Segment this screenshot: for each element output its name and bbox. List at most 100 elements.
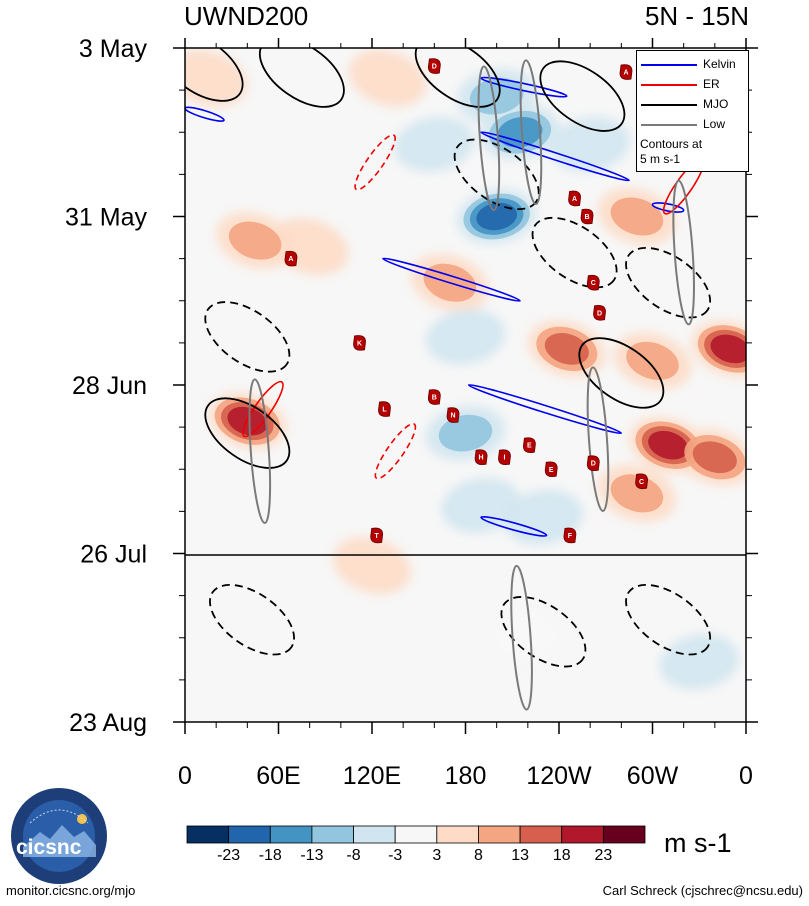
legend-label: Kelvin [703,57,736,71]
colorbar-swatch [561,825,604,844]
low-contour [586,366,610,512]
storm-letter: K [357,340,362,347]
storm-icon [593,305,606,321]
negative-anomaly [503,489,584,545]
storm-marker: N [446,407,460,423]
positive-anomaly [648,430,689,460]
storm-letter: A [623,70,628,77]
storm-marker: A [568,190,581,207]
storm-icon [427,389,441,405]
storm-icon [586,455,600,472]
footer-website: monitor.cicsnc.org/mjo [6,883,136,898]
y-tick-label: 28 Jun [72,372,147,400]
kelvin-contour [480,76,568,98]
storm-marker: H [474,449,488,465]
storm-marker: I [498,449,511,465]
legend-label: ER [703,77,720,91]
storm-letter: T [375,533,380,540]
mjo-contour [204,301,291,373]
negative-anomaly [659,634,739,690]
latitude-band: 5N - 15N [644,1,749,31]
mjo-swatch [641,104,697,106]
filtered-contours [185,48,712,711]
storm-letter: D [591,461,596,468]
storm-icon [370,527,384,544]
storm-icon [563,527,577,544]
storm-icon [586,274,600,291]
kelvin-swatch [641,64,697,66]
positive-anomaly [228,221,282,260]
storm-marker: C [635,473,648,490]
mjo-contour [531,216,618,289]
er-swatch [641,84,697,86]
x-tick-label: 120E [343,762,401,790]
colorbar-label: 3 [432,847,441,864]
colorbar-swatch [478,825,521,844]
storm-icon [635,473,648,490]
axes: 0 60E 120E 180 120W 60W 0 3 May 31 May 28 Jun 26 J… [65,35,758,790]
storm-marker: L [378,401,391,417]
y-tick-label: 3 May [79,35,148,63]
storm-icon [580,208,594,225]
storm-marker: A [619,64,633,80]
colorbar-swatch [353,825,396,844]
storm-icon [378,401,391,417]
kelvin-contour [480,131,630,182]
storm-letter: A [288,256,293,263]
mjo-contour [578,337,665,409]
colorbar-label: 8 [474,847,483,864]
y-tick-label: 23 Aug [69,709,147,737]
low-contour [672,179,695,326]
storm-icon [619,64,633,80]
colorbar-label: -3 [388,847,402,864]
contour-note-line1: Contours at [640,137,703,151]
er-contour [242,380,284,438]
mjo-contour [625,583,712,656]
colorbar-swatch [269,825,313,844]
footer-credit: Carl Schreck (cjschrec@ncsu.edu) [602,883,803,898]
low-contour [519,59,543,206]
storm-icon [522,437,536,453]
storm-letter: E [527,443,532,450]
storm-letter: E [549,467,554,474]
storm-letter: F [568,533,573,540]
y-tick-label: 31 May [65,204,147,232]
storm-icon [446,407,460,423]
storm-icon [498,449,511,465]
storm-letter: D [597,310,602,317]
storm-marker: F [563,527,577,544]
storm-icon [544,461,558,478]
mjo-contour [625,246,712,319]
storm-marker: A [284,250,298,267]
storm-icon [353,335,366,351]
negative-anomaly [425,309,506,365]
colorbar-label: -18 [259,847,282,864]
storm-icon [427,58,441,74]
x-tick-label: 120W [526,762,592,790]
mjo-contour [500,596,587,668]
x-tick-label: 60E [256,762,300,790]
storm-icon [474,449,488,465]
storm-letter: B [432,395,437,402]
er-contour [374,422,417,480]
negative-anomaly [488,610,568,666]
colorbar-label: -8 [346,847,360,864]
storm-marker: D [586,455,600,472]
storm-letter: D [432,64,437,71]
x-tick-label: 0 [178,762,192,790]
positive-anomaly [185,49,248,107]
chart-title: UWND200 [184,1,309,31]
x-tick-label: 180 [445,762,487,790]
storm-marker: K [353,335,366,351]
low-swatch [641,124,697,126]
logo-text: cicsnc [16,836,82,859]
mjo-contour [258,48,345,108]
colorbar-label: 13 [511,847,529,864]
storm-letter: H [479,455,484,462]
y-tick-label: 26 Jul [80,541,147,569]
colorbar-swatch [311,825,354,844]
negative-anomaly [497,116,543,148]
storm-letter: C [591,280,596,287]
positive-anomaly [610,197,664,236]
kelvin-contour [480,515,548,537]
